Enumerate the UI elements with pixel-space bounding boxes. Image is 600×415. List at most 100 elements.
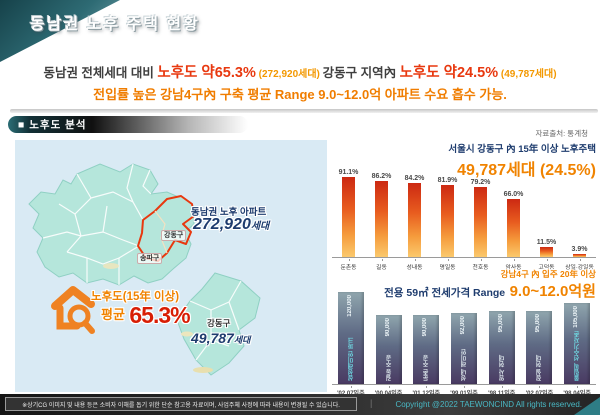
chart1-bar-value-label: 86.2% [371, 173, 392, 181]
chart1-bar-value-label: 81.9% [437, 176, 458, 184]
region-callout-number: 272,920 [193, 216, 251, 233]
district-borders [42, 163, 152, 285]
chart2-bar-value-label: 90,000 [422, 317, 429, 337]
footer-disclaimer: ※상기CG 이미지 및 내용 등은 소비자 이해를 돕기 위한 단순 참고용 자… [5, 397, 357, 411]
headline-seg-red1: 노후도 약65.3% [157, 65, 256, 81]
chart2-title-line1: 강남4구 內 입주 20年 이상 [500, 269, 596, 279]
chart1-bar-value-label: 3.9% [571, 245, 588, 253]
map-park-patch [103, 263, 119, 269]
gangdong-detail-value: 49,787세대 [191, 330, 250, 346]
chart2-bar-apartment-name: 둔촌 주공 [424, 355, 431, 381]
chart1-bar [342, 176, 355, 257]
chart1-x-label: 상일·강일동 [563, 259, 596, 271]
footer-copyright: Copyright @2022 TAEWONCIND All rights re… [395, 400, 582, 409]
region-callout-title: 동남권 노후 아파트 [191, 207, 267, 218]
headline-seg-orange2: (49,787세대) [498, 69, 557, 80]
headline-seg-dark1: 동남권 전체세대 대비 [43, 66, 158, 80]
map-label-songpa: 송파구 [137, 253, 163, 264]
chart2-bar-value-label: 92,000 [459, 316, 466, 335]
house-magnifier-icon [51, 286, 95, 334]
jeonse-price-bar-chart: 120,000 삼성래미안 파크 90,000 길동 주공 90,000 둔촌 주공 92,… [332, 291, 596, 385]
chart2-title: 강남4구 內 입주 20年 이상 전용 59㎡ 전세가격 Range 9.0~1… [330, 268, 596, 301]
region-callout-unit: 세대 [250, 221, 270, 232]
chart1-title-line2: 49,787세대 (24.5%) [457, 162, 596, 179]
chart1-x-label: 암사동 [497, 259, 530, 271]
chart1-bar [573, 253, 586, 257]
chart2-title-value: 9.0~12.0억원 [509, 283, 596, 300]
gangdong-detail-unit: 세대 [233, 335, 251, 345]
chart1-bar [375, 181, 388, 257]
headline-seg-orange1: (272,920세대) [255, 69, 323, 80]
chart1-x-label: 고덕동 [530, 259, 563, 271]
chart1-bar-column: 3.9% [563, 168, 596, 257]
region-callout-value: 272,920세대 [193, 216, 269, 234]
chart1-bar-value-label: 11.5% [536, 238, 557, 246]
aging-value-line: 평균 65.3% [101, 302, 191, 329]
chart1-bar [507, 198, 520, 257]
chart2-bar: 92,000 성내 래미안 [450, 313, 477, 384]
chart2-bar: 95,000 잠실 현대 [526, 310, 553, 384]
chart1-x-label: 길동 [365, 259, 398, 271]
aging-prefix: 평균 [101, 307, 125, 322]
chart1-bar-value-label: 91.1% [338, 168, 359, 176]
chart2-bar-value-label: 105,000 [573, 306, 580, 328]
chart1-bar-column: 66.0% [497, 168, 530, 257]
chart1-bar-column: 86.2% [365, 168, 398, 257]
section-bar: ■ 노후도 분석 [8, 116, 248, 133]
chart1-x-label: 명일동 [431, 259, 464, 271]
gangdong-patch [193, 367, 213, 373]
gangdong-enlarged-shape [176, 272, 261, 376]
chart2-bar-apartment-name: 암사 현대 [499, 355, 506, 381]
chart1-bar-value-label: 66.0% [503, 190, 524, 198]
chart1-bar [408, 182, 421, 257]
footer-separator: | [370, 398, 373, 408]
chart1-x-label: 둔촌동 [332, 259, 365, 271]
headline-line1: 동남권 전체세대 대비 노후도 약65.3% (272,920세대) 강동구 지… [0, 62, 600, 84]
chart2-title-prefix: 전용 59㎡ 전세가격 Range [384, 287, 506, 299]
chart2-bar: 90,000 둔촌 주공 [413, 314, 440, 384]
section-bar-label: ■ 노후도 분석 [18, 119, 87, 131]
map-label-gangdong: 강동구 [161, 230, 187, 241]
chart1-bar-value-label: 79.2% [470, 179, 491, 187]
chart2-bar-apartment-name: 성내 래미안 [461, 349, 468, 381]
map-panel: 동남권 노후 아파트 272,920세대 강동구 송파구 노후도(15年 이상)… [15, 140, 327, 392]
headline-line2: 전입률 높은 강남4구內 구축 평균 Range 9.0~12.0억 아파트 수… [93, 86, 507, 102]
headline-seg-dark2: 강동구 지역內 [322, 66, 400, 80]
chart1-x-label: 성내동 [398, 259, 431, 271]
slide-title: 동남권 노후 주택 현황 [30, 16, 200, 33]
aging-label: 노후도(15年 이상) [91, 291, 180, 303]
gangdong-inner-borders [189, 280, 242, 361]
aging-value: 65.3% [129, 302, 190, 328]
footer-triangle-decoration [574, 397, 600, 415]
chart2-bar-value-label: 120,000 [346, 294, 353, 317]
chart1-bar-column: 11.5% [530, 168, 563, 257]
chart1-bar [441, 184, 454, 257]
headline-seg-red2: 노후도 약24.5% [399, 65, 499, 81]
chart1-bar-column: 81.9% [431, 168, 464, 257]
gangdong-detail-label: 강동구 [207, 318, 231, 328]
header-divider [10, 109, 598, 113]
chart2-bar-value-label: 90,000 [384, 317, 391, 337]
chart2-bar-apartment-name: 올림픽 선수기자촌 [575, 331, 582, 381]
aging-ratio-chart-x-labels: 둔촌동 길동 성내동 명일동 천호동 암사동 고덕동 상일·강일동 [332, 259, 596, 271]
highlight-region-songpa-gangdong [137, 195, 195, 262]
chart1-title: 서울시 강동구 內 15年 이상 노후주택 49,787세대 (24.5%) [330, 141, 596, 180]
chart2-bar-apartment-name: 길동 주공 [386, 355, 393, 381]
gangdong-patch2 [181, 331, 193, 337]
aging-ratio-bar-chart: 91.1% 86.2% 84.2% 81.9% 79.2% 66.0% 11.5% 3.9% [332, 168, 596, 258]
chart1-bar-column: 91.1% [332, 168, 365, 257]
gangdong-detail-number: 49,787 [191, 330, 234, 346]
chart1-x-label: 천호동 [464, 259, 497, 271]
chart1-title-line1: 서울시 강동구 內 15年 이상 노후주택 [448, 144, 596, 155]
chart2-bar-apartment-name: 삼성래미안 파크 [348, 337, 355, 381]
chart2-bar-value-label: 95,000 [497, 313, 504, 333]
footer-bar: ※상기CG 이미지 및 내용 등은 소비자 이해를 돕기 위한 단순 참고용 자… [0, 394, 600, 415]
data-source-note: 자료출처: 통계청 [535, 129, 588, 138]
chart2-bar-value-label: 95,000 [535, 313, 542, 333]
chart2-bar: 105,000 올림픽 선수기자촌 [564, 303, 591, 384]
chart1-bar [474, 187, 487, 257]
chart1-bar-value-label: 84.2% [404, 174, 425, 182]
chart2-title-line2: 전용 59㎡ 전세가격 Range 9.0~12.0억원 [330, 280, 596, 301]
headline-block: 동남권 전체세대 대비 노후도 약65.3% (272,920세대) 강동구 지… [0, 62, 600, 103]
